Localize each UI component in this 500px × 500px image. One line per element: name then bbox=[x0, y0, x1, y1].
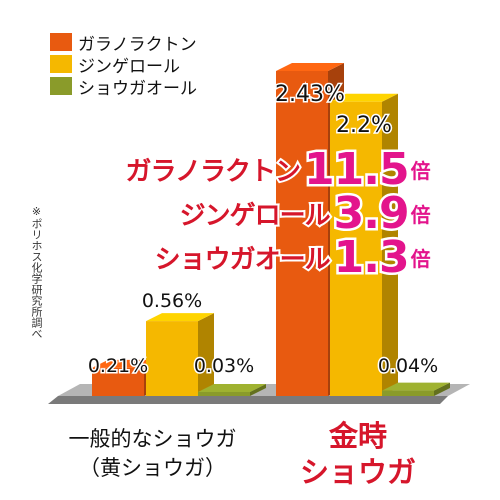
source-note: ※ポリホス化学研究所調べ bbox=[30, 205, 43, 339]
category-label-kintoki-ginger: 金時 ショウガ bbox=[283, 418, 433, 490]
ratio-unit-gingerol: 倍 bbox=[409, 201, 432, 228]
floor-front bbox=[48, 396, 448, 404]
bar-value-label-gingerol-kintoki: 2.2% bbox=[336, 113, 392, 138]
category-label-kintoki-line2: ショウガ bbox=[299, 455, 416, 489]
category-label-normal-ginger: 一般的なショウガ （黄ショウガ） bbox=[50, 425, 255, 483]
bar-shogaol-kintoki bbox=[382, 390, 434, 396]
category-label-kintoki-line1: 金時 bbox=[328, 419, 387, 453]
ratio-value-gingerol: 3.9 bbox=[331, 185, 412, 241]
bar-side-gingerol-normal bbox=[198, 313, 214, 396]
legend-swatch-shogaol bbox=[50, 77, 72, 95]
bar-value-label-gingerol-normal: 0.56% bbox=[142, 290, 202, 312]
category-label-normal-line2: （黄ショウガ） bbox=[79, 456, 226, 480]
category-label-normal-line1: 一般的なショウガ bbox=[68, 427, 237, 451]
ratio-name-galanolactone: ガラノラクトン bbox=[124, 155, 303, 189]
legend-label-gingerol: ジンゲロール bbox=[78, 56, 180, 77]
ratio-value-shogaol: 1.3 bbox=[331, 229, 412, 285]
bar-top-galanolactone-kintoki bbox=[276, 63, 344, 71]
bar-value-labels: 0.21% 2.43% 0.56% 2.2% 0.03% 0.04% bbox=[86, 81, 439, 379]
ratio-row-shogaol: ショウガオール 1.3 倍 bbox=[105, 229, 432, 285]
bar-top-shogaol-kintoki bbox=[382, 382, 450, 391]
bar-side-gingerol-kintoki bbox=[382, 93, 398, 396]
ratio-row-galanolactone: ガラノラクトン 11.5 倍 bbox=[105, 141, 433, 197]
legend-item-shogaol: ショウガオール bbox=[50, 75, 197, 99]
bar-top-gingerol-kintoki bbox=[330, 93, 398, 102]
bar-galanolactone-normal bbox=[92, 367, 144, 396]
ratio-unit-galanolactone: 倍 bbox=[409, 157, 432, 184]
legend-label-galanolactone: ガラノラクトン bbox=[78, 34, 197, 55]
bar-gingerol-kintoki bbox=[330, 101, 382, 396]
ratio-name-gingerol: ジンゲロール bbox=[178, 199, 333, 233]
bar-galanolactone-kintoki bbox=[276, 71, 328, 396]
legend-item-galanolactone: ガラノラクトン bbox=[50, 31, 197, 55]
legend-label-shogaol: ショウガオール bbox=[78, 78, 197, 99]
bar-value-label-galanolactone-kintoki: 2.43% bbox=[275, 82, 345, 107]
legend-swatch-galanolactone bbox=[50, 33, 72, 51]
bar-top-gingerol-normal bbox=[146, 313, 214, 322]
legend-item-gingerol: ジンゲロール bbox=[50, 53, 197, 77]
bar-side-shogaol-normal bbox=[250, 383, 266, 396]
bar-shogaol-normal bbox=[198, 391, 250, 396]
ratio-row-gingerol: ジンゲロール 3.9 倍 bbox=[105, 185, 432, 241]
legend: ガラノラクトン ジンゲロール ショウガオール bbox=[50, 31, 197, 99]
bar-gingerol-normal bbox=[146, 321, 198, 396]
ratio-name-shogaol: ショウガオール bbox=[153, 243, 333, 277]
ratio-unit-shogaol: 倍 bbox=[409, 245, 432, 272]
bar-side-shogaol-kintoki bbox=[434, 382, 450, 396]
ratio-value-galanolactone: 11.5 bbox=[302, 141, 413, 197]
bar-top-shogaol-normal bbox=[198, 383, 266, 392]
legend-swatch-gingerol bbox=[50, 55, 72, 73]
bar-value-label-shogaol-kintoki: 0.04% bbox=[378, 355, 438, 377]
bar-value-label-shogaol-normal: 0.03% bbox=[194, 355, 254, 377]
bar-top-galanolactone-normal bbox=[92, 359, 160, 368]
ratio-callout: ガラノラクトン 11.5 倍 ジンゲロール 3.9 倍 ショウガオール 1.3 … bbox=[105, 141, 433, 285]
bar-value-label-galanolactone-normal: 0.21% bbox=[88, 355, 148, 377]
bars bbox=[92, 63, 450, 396]
